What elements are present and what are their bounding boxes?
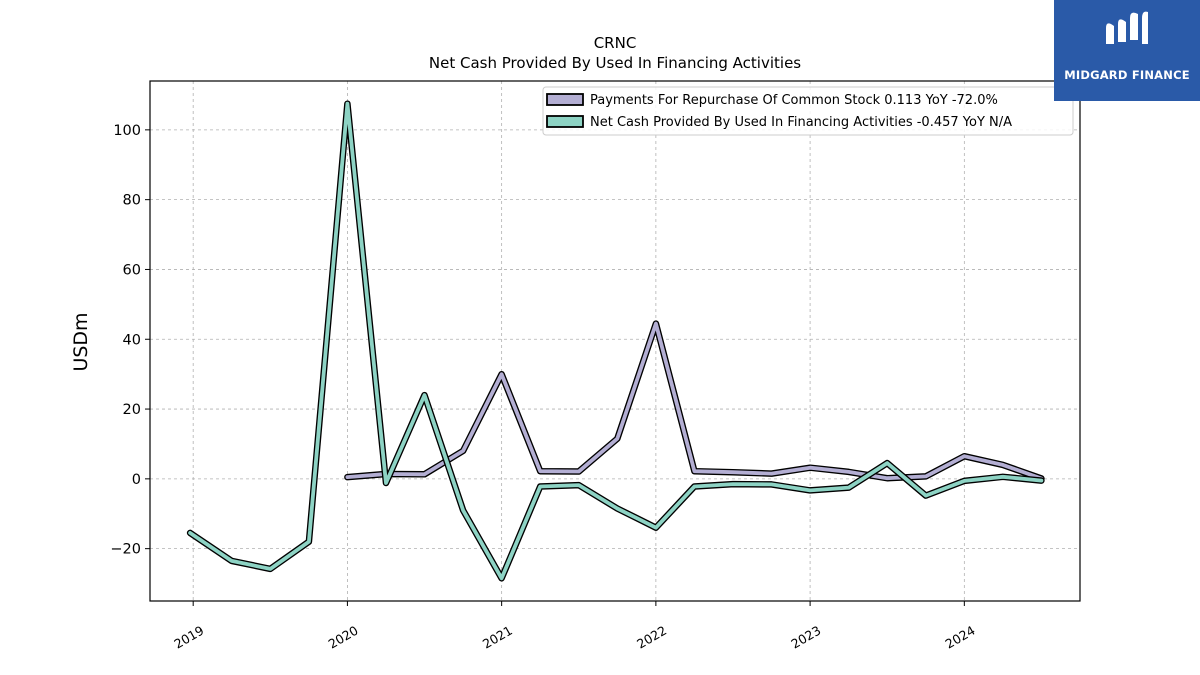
- x-tick-label: 2021: [480, 623, 515, 652]
- chart-title: CRNC: [594, 34, 637, 52]
- series-1-point: [1040, 479, 1043, 482]
- y-tick-label: 40: [123, 332, 141, 348]
- legend-swatch-net-cash: [546, 115, 584, 128]
- chart-subtitle: Net Cash Provided By Used In Financing A…: [429, 54, 801, 72]
- series-1-point: [230, 559, 233, 562]
- series-1-point: [886, 462, 889, 465]
- series-1-point: [963, 479, 966, 482]
- series-layer: [186, 100, 1045, 582]
- series-1-point: [732, 483, 735, 486]
- midgard-finance-logo: MIDGARD FINANCE: [1054, 0, 1200, 101]
- series-1-point: [847, 486, 850, 489]
- series-1-point: [423, 394, 426, 397]
- series-1-point: [577, 484, 580, 487]
- series-0-point: [770, 472, 773, 475]
- series-0-point: [693, 470, 696, 473]
- legend-box: [542, 86, 1074, 136]
- legend-label-payments: Payments For Repurchase Of Common Stock …: [590, 93, 998, 108]
- series-0-point: [500, 373, 503, 376]
- legend: Payments For Repurchase Of Common Stock …: [542, 86, 1074, 136]
- y-tick-label: 60: [123, 262, 141, 278]
- series-1-point: [1001, 475, 1004, 478]
- series-0-point: [577, 470, 580, 473]
- series-1-point: [809, 489, 812, 492]
- plot-frame: [149, 80, 1081, 602]
- series-0-point: [654, 322, 657, 325]
- x-tick-label: 2020: [326, 623, 361, 652]
- legend-swatch-payments: [546, 93, 584, 106]
- series-1-point: [189, 531, 192, 534]
- series-0-point: [346, 476, 349, 479]
- y-axis: −20 0 20 40 60 80 100: [110, 123, 150, 558]
- series-1-point: [616, 507, 619, 510]
- series-1-point: [539, 485, 542, 488]
- series-0-point: [886, 477, 889, 480]
- x-tick-label: 2024: [943, 623, 978, 652]
- series-1-point: [346, 102, 349, 105]
- series-1-point: [462, 509, 465, 512]
- series-0-point: [924, 475, 927, 478]
- y-tick-label: 20: [123, 402, 141, 418]
- series-0-point: [462, 449, 465, 452]
- series-0-point: [963, 455, 966, 458]
- legend-label-net-cash: Net Cash Provided By Used In Financing A…: [590, 115, 1012, 130]
- series-1-point: [924, 494, 927, 497]
- series-1-line: [188, 101, 1044, 581]
- series-0-point: [809, 466, 812, 469]
- series-0-point: [616, 437, 619, 440]
- series-0-point: [423, 473, 426, 476]
- y-axis-label: USDm: [70, 312, 92, 371]
- y-tick-label: 0: [132, 472, 141, 488]
- series-0-outline: [344, 320, 1045, 482]
- series-1-point: [500, 577, 503, 580]
- x-tick-label: 2023: [788, 623, 823, 652]
- x-axis: 2019 2020 2021 2022 2023 2024: [171, 601, 978, 652]
- logo-brand-text: MIDGARD FINANCE: [1064, 68, 1190, 82]
- series-1-point: [269, 567, 272, 570]
- y-tick-label: −20: [110, 542, 141, 558]
- midgard-logo-icon: [1106, 11, 1148, 45]
- y-tick-label: 100: [113, 123, 141, 139]
- series-1-point: [693, 485, 696, 488]
- series-1-point: [307, 540, 310, 543]
- x-tick-label: 2022: [634, 623, 669, 652]
- series-1-point: [654, 526, 657, 529]
- y-tick-label: 80: [123, 193, 141, 209]
- series-0-line: [345, 321, 1044, 481]
- series-1-point: [770, 483, 773, 486]
- x-tick-label: 2019: [171, 623, 206, 652]
- series-0-point: [1001, 463, 1004, 466]
- grid: [150, 81, 1080, 601]
- series-0-point: [847, 470, 850, 473]
- series-0-point: [732, 471, 735, 474]
- series-0-point: [539, 470, 542, 473]
- series-1-point: [385, 482, 388, 485]
